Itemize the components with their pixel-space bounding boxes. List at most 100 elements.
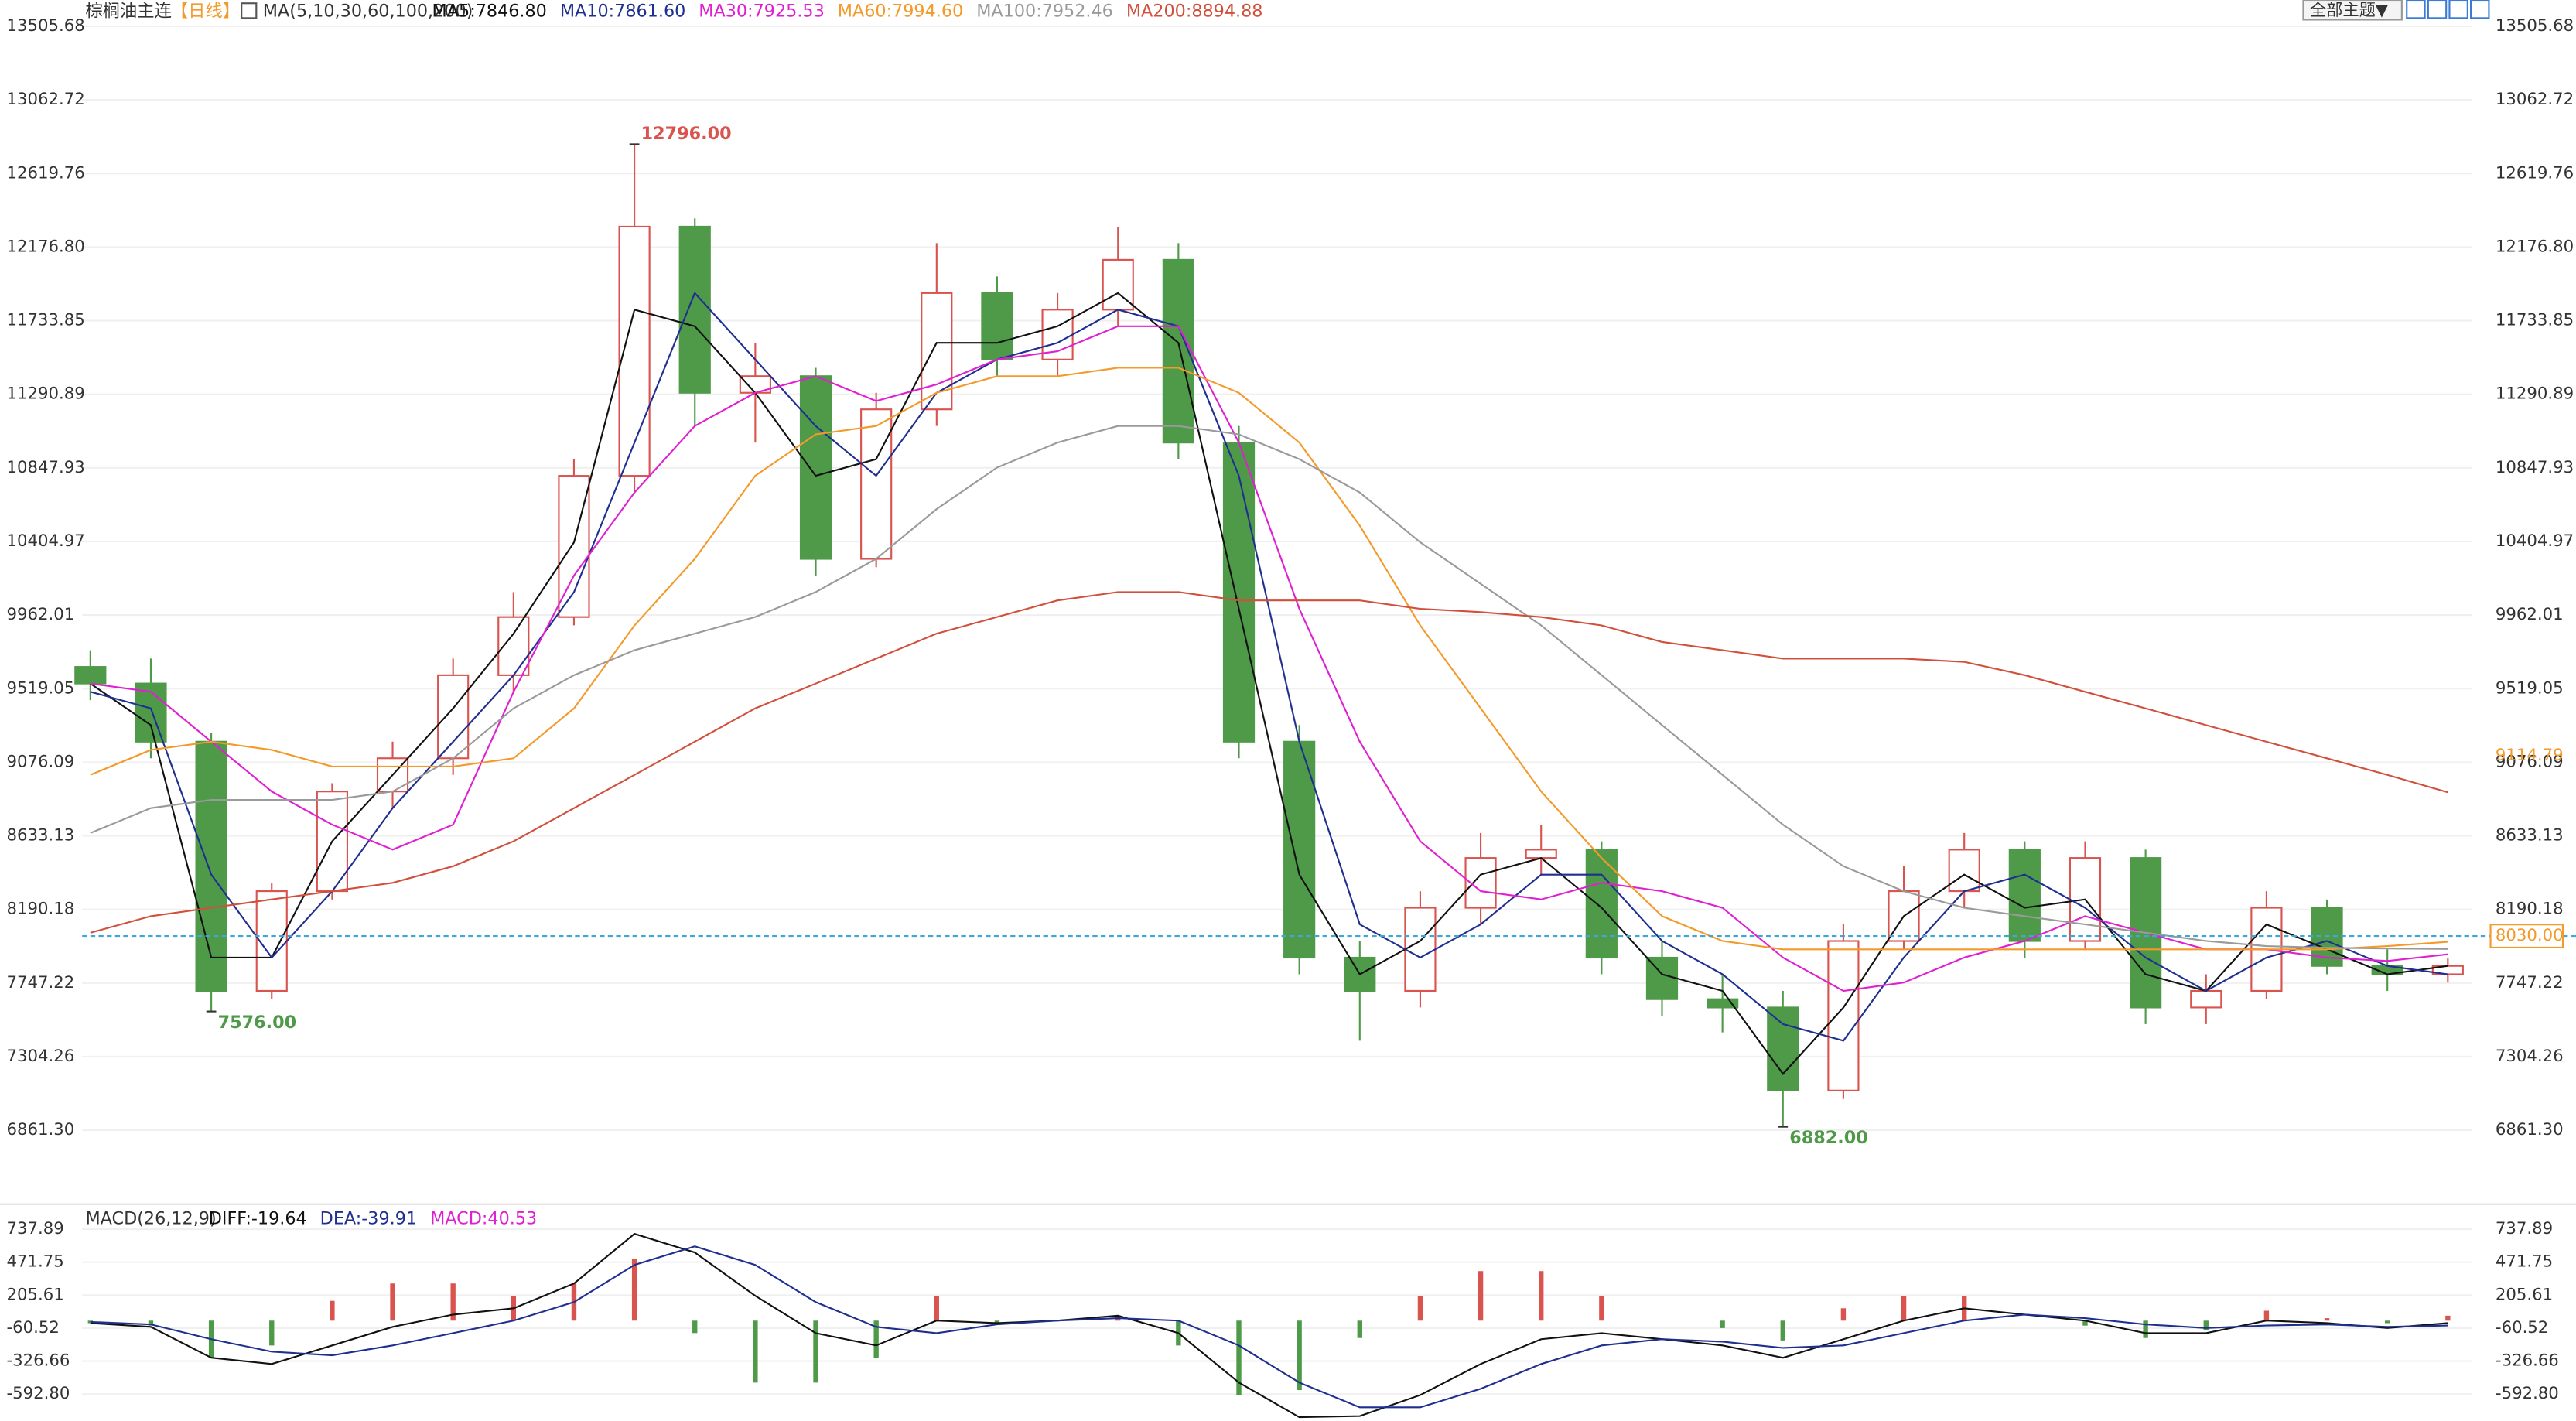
y-tick-label-right: 10404.97 (2496, 531, 2574, 551)
y-tick-label-right: 12619.76 (2496, 163, 2574, 183)
y-tick-label-right: 8633.13 (2496, 826, 2564, 845)
line-series (90, 367, 2448, 951)
line-series (90, 1232, 2448, 1419)
y-tick-label: 10404.97 (7, 531, 85, 551)
button-label[interactable]: 全部主题▼ (2310, 1, 2389, 20)
y-tick-label: 205.61 (7, 1285, 64, 1304)
line-series (90, 325, 2448, 992)
candle-body (1948, 849, 1980, 893)
y-tick-label: 11290.89 (7, 384, 85, 404)
line-series (90, 292, 2448, 1075)
candle-body (981, 292, 1013, 360)
y-tick-label-right: 11290.89 (2496, 384, 2574, 404)
icon[interactable] (2448, 0, 2468, 19)
icon[interactable] (2406, 0, 2426, 19)
y-tick-label-right: 9962.01 (2496, 605, 2564, 624)
y-tick-label-right: -60.52 (2496, 1318, 2548, 1337)
candle-body (678, 225, 711, 394)
toolbar-icons[interactable] (2406, 0, 2490, 19)
y-tick-label: 12619.76 (7, 163, 85, 183)
legend-entry: MA100:7952.46 (976, 1, 1113, 21)
indicator-icon[interactable] (241, 2, 258, 19)
price-label: 9114.79 (2496, 746, 2564, 765)
y-tick-label: 6861.30 (7, 1120, 75, 1139)
y-tick-label: -592.80 (7, 1384, 70, 1403)
period: 【日线】 (171, 1, 240, 21)
y-tick-label-right: 13505.68 (2496, 16, 2574, 36)
y-tick-label: 9519.05 (7, 678, 75, 698)
line-series (90, 425, 2448, 950)
y-tick-label-right: 205.61 (2496, 1285, 2553, 1304)
theme-button[interactable]: 全部主题▼ (2302, 0, 2403, 21)
y-tick-label-right: 12176.80 (2496, 237, 2574, 256)
y-tick-label-right: 7747.22 (2496, 973, 2564, 992)
indicator: MA(5,10,30,60,100,200) (263, 1, 473, 21)
extreme-label: 6882.00 (1789, 1128, 1867, 1148)
y-tick-label-right: 7304.26 (2496, 1047, 2564, 1066)
candle-body (255, 890, 288, 992)
candle-body (799, 375, 832, 560)
y-tick-label-right: 13062.72 (2496, 90, 2574, 109)
icon[interactable] (2470, 0, 2490, 19)
line-series (90, 291, 2448, 1042)
legend-entry: MACD:40.53 (430, 1208, 537, 1228)
candle-body (1283, 740, 1316, 959)
candle-body (2008, 849, 2041, 942)
y-tick-label: 471.75 (7, 1252, 64, 1272)
y-tick-label-right: 11733.85 (2496, 311, 2574, 330)
legend-entry: MA200:8894.88 (1126, 1, 1263, 21)
candle-body (1222, 442, 1256, 743)
legend-entry: DIFF:-19.64 (209, 1208, 307, 1228)
candle-body (618, 225, 651, 477)
candle-body (2130, 857, 2162, 1009)
y-tick-label: 7747.22 (7, 973, 75, 992)
macd-title: MACD(26,12,9) (85, 1208, 216, 1228)
candle-body (1767, 1006, 1799, 1091)
legend-entry: MA60:7994.60 (838, 1, 963, 21)
y-tick-label-right: 9076.09 (2496, 752, 2564, 771)
y-tick-label-right: -592.80 (2496, 1384, 2559, 1403)
candle-body (1827, 940, 1860, 1091)
y-tick-label-right: 471.75 (2496, 1252, 2553, 1272)
y-tick-label-right: -326.66 (2496, 1351, 2559, 1371)
y-tick-label-right: 8190.18 (2496, 900, 2564, 919)
button-frame[interactable] (2302, 0, 2403, 21)
price-label: 8030.00 (2496, 926, 2564, 945)
y-tick-label: 13062.72 (7, 90, 85, 109)
y-tick-label-right: 6861.30 (2496, 1120, 2564, 1139)
candle-body (1404, 907, 1437, 992)
instrument-title: 棕榈油主连 (85, 1, 171, 21)
candle-body (195, 740, 227, 992)
legend-entry: MA5:7846.80 (432, 1, 547, 21)
y-tick-label-right: 9519.05 (2496, 678, 2564, 698)
y-tick-label: 7304.26 (7, 1047, 75, 1066)
candle-body (860, 408, 893, 560)
y-tick-label: 737.89 (7, 1219, 64, 1238)
legend-entry: DEA:-39.91 (320, 1208, 417, 1228)
legend-entry: MA10:7861.60 (560, 1, 685, 21)
y-tick-label: 8633.13 (7, 826, 75, 845)
y-tick-label: 11733.85 (7, 311, 85, 330)
line-series (90, 1245, 2448, 1409)
extreme-label: 12796.00 (641, 124, 732, 144)
icon[interactable] (2427, 0, 2448, 19)
y-tick-label: 8190.18 (7, 900, 75, 919)
y-tick-label: -60.52 (7, 1318, 60, 1337)
line-series (90, 591, 2448, 934)
candle-body (74, 666, 107, 685)
y-tick-label: 9076.09 (7, 752, 75, 771)
candle-body (2190, 989, 2222, 1009)
y-tick-label: 12176.80 (7, 237, 85, 256)
candle-body (1525, 849, 1557, 859)
y-tick-label-right: 737.89 (2496, 1219, 2553, 1238)
y-tick-label-right: 10847.93 (2496, 458, 2574, 477)
candle-body (1645, 956, 1679, 1000)
candle-body (1585, 849, 1618, 959)
candle-body (1707, 998, 1739, 1009)
price-box (2489, 924, 2564, 949)
legend-entry: MA30:7925.53 (699, 1, 824, 21)
y-tick-label: -326.66 (7, 1351, 70, 1371)
extreme-label: 7576.00 (218, 1013, 296, 1033)
